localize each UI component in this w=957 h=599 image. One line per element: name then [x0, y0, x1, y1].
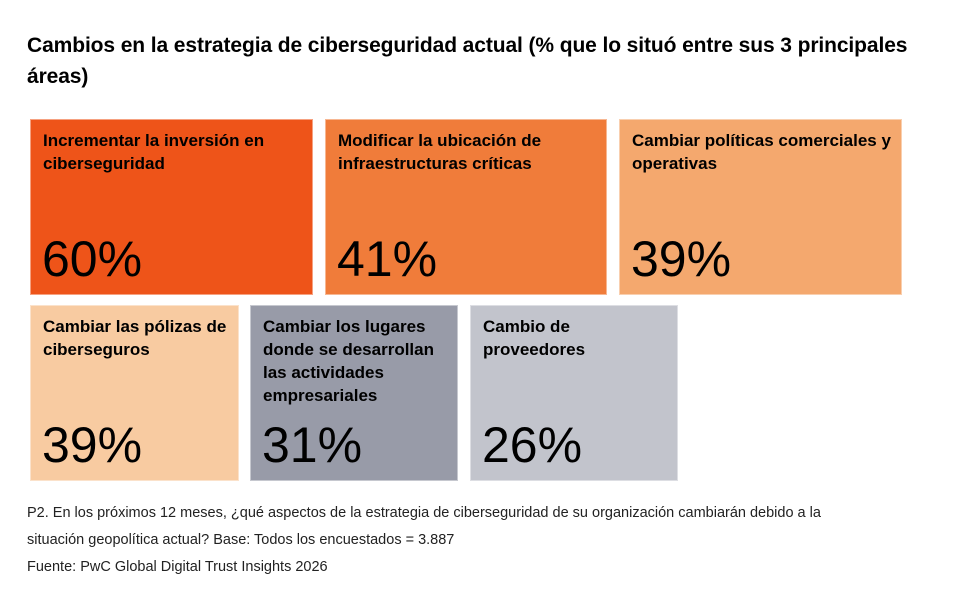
source-note: Fuente: PwC Global Digital Trust Insight… [27, 559, 328, 575]
chart-footer: P2. En los próximos 12 meses, ¿qué aspec… [27, 500, 947, 581]
tile-4: Cambiar las pólizas de ciberseguros 39% [30, 305, 239, 481]
tile-value: 60% [42, 231, 143, 287]
tile-label: Cambiar los lugares donde se desarrollan… [263, 317, 434, 405]
tile-value: 31% [262, 417, 363, 473]
tile-label: Cambio de proveedores [483, 317, 586, 359]
tile-label: Modificar la ubicación de infraestructur… [338, 131, 542, 173]
tile-label: Cambiar las pólizas de ciberseguros [43, 317, 227, 359]
tile-6: Cambio de proveedores 26% [470, 305, 678, 481]
tile-2: Modificar la ubicación de infraestructur… [325, 119, 607, 295]
chart-title: Cambios en la estrategia de cibersegurid… [27, 34, 908, 88]
tile-5: Cambiar los lugares donde se desarrollan… [250, 305, 458, 481]
tile-3: Cambiar políticas comerciales y operativ… [619, 119, 902, 295]
question-note-line-1: P2. En los próximos 12 meses, ¿qué aspec… [27, 505, 821, 521]
tile-1: Incrementar la inversión en cibersegurid… [30, 119, 313, 295]
tile-value: 39% [42, 417, 143, 473]
question-note-line-2: situación geopolítica actual? Base: Todo… [27, 532, 455, 548]
tile-value: 26% [482, 417, 583, 473]
tile-value: 41% [337, 231, 438, 287]
tile-label: Cambiar políticas comerciales y operativ… [632, 131, 891, 173]
tile-value: 39% [631, 231, 732, 287]
tile-label: Incrementar la inversión en cibersegurid… [43, 131, 265, 173]
